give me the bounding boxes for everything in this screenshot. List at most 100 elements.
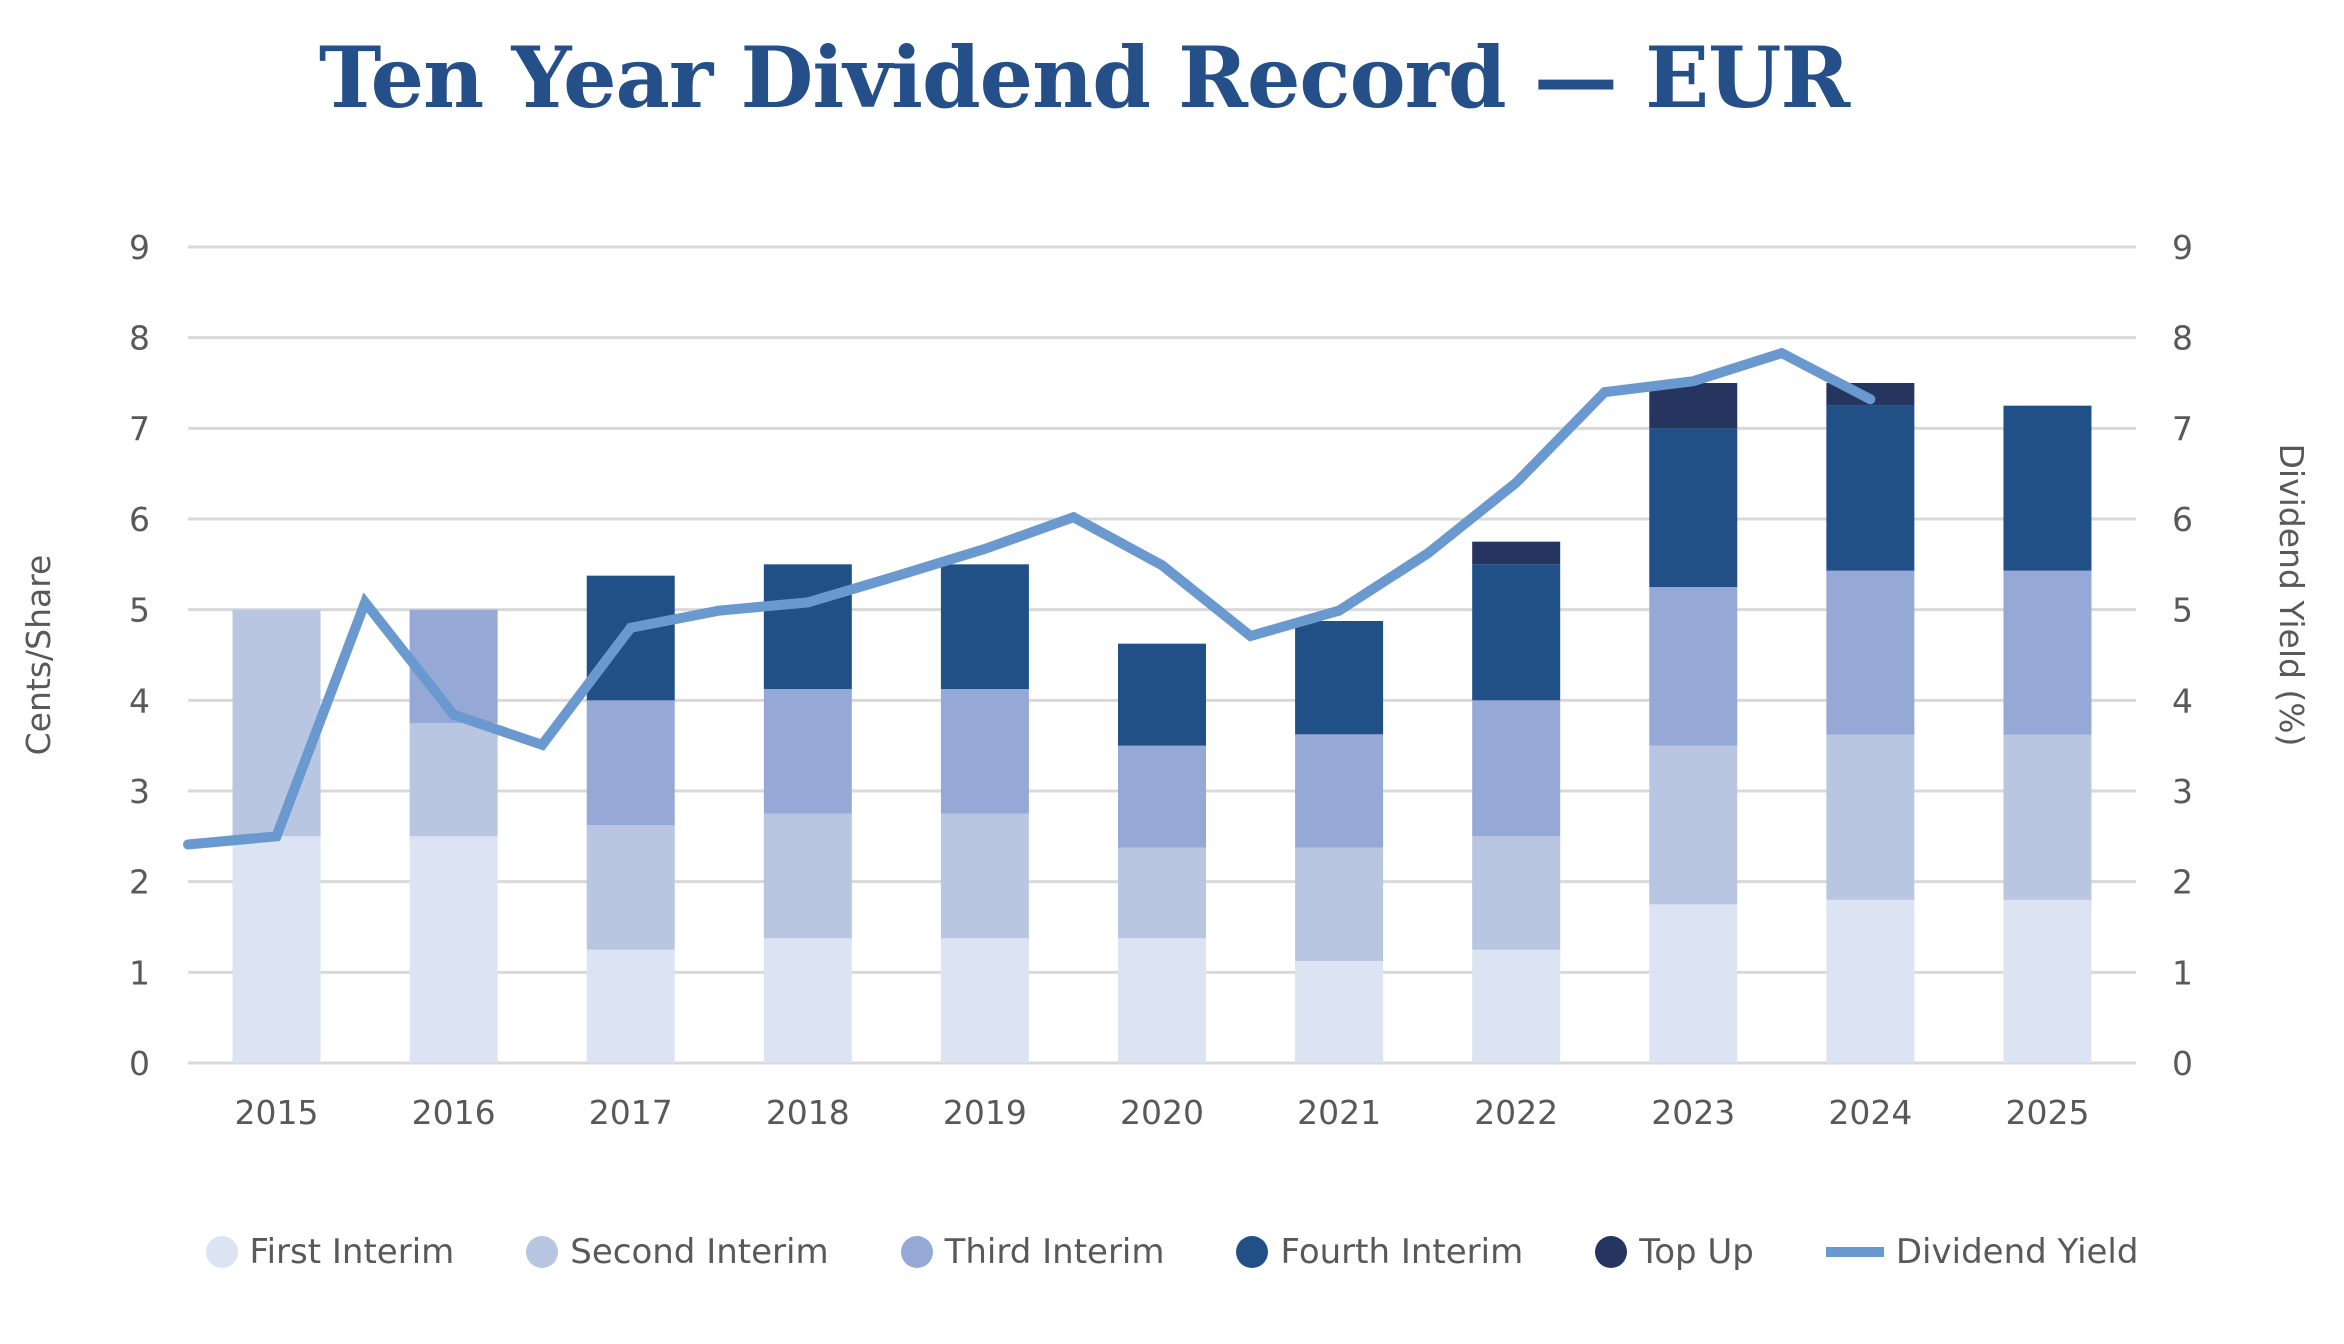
bar-stack-2023	[1649, 383, 1738, 1063]
x-tick-label: 2022	[1474, 1093, 1558, 1132]
dividend-yield-line	[183, 347, 1876, 850]
x-tick-label: 2023	[1651, 1093, 1735, 1132]
bar-fourth-interim-2017	[586, 575, 675, 701]
bar-first-interim-2023	[1649, 904, 1738, 1063]
legend-label: Dividend Yield	[1895, 1232, 2139, 1272]
legend-item-top-up: Top Up	[1595, 1232, 1754, 1272]
bar-fourth-interim-2023	[1649, 428, 1738, 587]
y2-tick-label: 8	[2172, 319, 2193, 358]
left-axis-ticks: 0 1 2 3 4 5 6 7 8 9	[129, 228, 150, 1083]
y2-axis-title: Dividend Yield (%)	[2272, 443, 2311, 746]
bar-stack-2017	[586, 575, 675, 1063]
x-axis-ticks: 2015 2016 2017 2018 2019 2020 2021 2022 2023 2024…	[235, 1093, 2090, 1132]
bar-stack-2021	[1295, 621, 1384, 1063]
bar-second-interim-2021	[1295, 847, 1384, 961]
dot-swatch-icon	[900, 1236, 933, 1268]
legend-label: Top Up	[1639, 1232, 1754, 1272]
bar-stack-2020	[1118, 643, 1206, 1063]
bar-first-interim-2021	[1295, 961, 1384, 1063]
x-tick-label: 2021	[1297, 1093, 1381, 1132]
bar-second-interim-2023	[1649, 745, 1738, 905]
legend-label: First Interim	[249, 1232, 455, 1272]
y-tick-label: 8	[129, 319, 150, 358]
bar-first-interim-2025	[2003, 899, 2092, 1063]
y-tick-label: 4	[129, 681, 150, 720]
bar-first-interim-2016	[409, 836, 498, 1063]
legend-item-dividend-yield: Dividend Yield	[1825, 1232, 2139, 1272]
bar-fourth-interim-2025	[2003, 405, 2092, 571]
legend-item-first-interim: First Interim	[205, 1232, 455, 1272]
y-tick-label: 1	[129, 953, 150, 992]
legend-item-second-interim: Second Interim	[526, 1232, 829, 1272]
y2-tick-label: 5	[2172, 591, 2193, 630]
bar-third-interim-2025	[2003, 570, 2092, 735]
bar-third-interim-2024	[1826, 570, 1915, 735]
y-tick-label: 7	[129, 409, 150, 448]
y-axis-title: Cents/Share	[19, 555, 58, 756]
y2-tick-label: 0	[2172, 1044, 2193, 1083]
bar-third-interim-2017	[586, 700, 675, 825]
y-tick-label: 6	[129, 500, 150, 539]
x-tick-label: 2016	[412, 1093, 496, 1132]
bar-first-interim-2015	[232, 836, 321, 1063]
bar-fourth-interim-2021	[1295, 621, 1384, 735]
bar-second-interim-2022	[1472, 836, 1561, 950]
bar-first-interim-2019	[940, 938, 1029, 1063]
bar-fourth-interim-2022	[1472, 564, 1561, 701]
bar-stack-2015	[232, 609, 321, 1063]
bar-third-interim-2018	[763, 689, 852, 814]
bar-third-interim-2022	[1472, 700, 1561, 837]
bar-stack-2024	[1826, 383, 1915, 1063]
bar-second-interim-2016	[409, 723, 498, 837]
bar-stack-2016	[409, 609, 498, 1063]
y2-tick-label: 9	[2172, 228, 2193, 267]
bar-fourth-interim-2020	[1118, 643, 1206, 746]
y-tick-label: 5	[129, 591, 150, 630]
y2-tick-label: 1	[2172, 953, 2193, 992]
bar-top-up-2023	[1649, 383, 1738, 429]
y-tick-label: 3	[129, 772, 150, 811]
y-tick-label: 0	[129, 1044, 150, 1083]
bar-top-up-2022	[1472, 541, 1561, 565]
y2-tick-label: 7	[2172, 409, 2193, 448]
legend-item-third-interim: Third Interim	[900, 1232, 1165, 1272]
bar-first-interim-2022	[1472, 949, 1561, 1063]
bar-stack-2022	[1472, 541, 1561, 1063]
legend-label: Fourth Interim	[1280, 1232, 1524, 1272]
bar-second-interim-2019	[940, 813, 1029, 939]
x-tick-label: 2015	[235, 1093, 319, 1132]
bar-third-interim-2021	[1295, 734, 1384, 848]
bar-fourth-interim-2018	[763, 564, 852, 689]
bar-stack-2025	[2003, 405, 2092, 1063]
bar-second-interim-2025	[2003, 734, 2092, 900]
bar-stack-2018	[763, 564, 852, 1063]
bar-first-interim-2024	[1826, 899, 1915, 1063]
dot-swatch-icon	[1595, 1236, 1628, 1268]
bar-third-interim-2020	[1118, 745, 1206, 848]
x-tick-label: 2025	[2005, 1093, 2089, 1132]
bar-first-interim-2020	[1118, 938, 1206, 1063]
x-tick-label: 2024	[1828, 1093, 1912, 1132]
y2-tick-label: 3	[2172, 772, 2193, 811]
bar-first-interim-2017	[586, 949, 675, 1063]
y2-tick-label: 2	[2172, 863, 2193, 902]
bar-first-interim-2018	[763, 938, 852, 1063]
bar-second-interim-2020	[1118, 847, 1206, 939]
x-tick-label: 2018	[766, 1093, 850, 1132]
dot-swatch-icon	[1236, 1236, 1269, 1268]
bar-third-interim-2016	[409, 609, 498, 723]
x-tick-label: 2017	[589, 1093, 673, 1132]
bar-second-interim-2018	[763, 813, 852, 939]
legend-item-fourth-interim: Fourth Interim	[1236, 1232, 1523, 1272]
bar-second-interim-2024	[1826, 734, 1915, 900]
legend-label: Second Interim	[570, 1232, 829, 1272]
bar-stack-2019	[940, 564, 1029, 1063]
bar-series-group	[232, 383, 2092, 1063]
legend-label: Third Interim	[944, 1232, 1165, 1272]
bar-second-interim-2015	[232, 609, 321, 837]
y2-tick-label: 4	[2172, 681, 2193, 720]
dot-swatch-icon	[526, 1236, 559, 1268]
dot-swatch-icon	[205, 1236, 238, 1268]
legend: First Interim Second Interim Third Interim…	[0, 1222, 2344, 1282]
chart-title: Ten Year Dividend Record — EUR	[318, 28, 1850, 127]
